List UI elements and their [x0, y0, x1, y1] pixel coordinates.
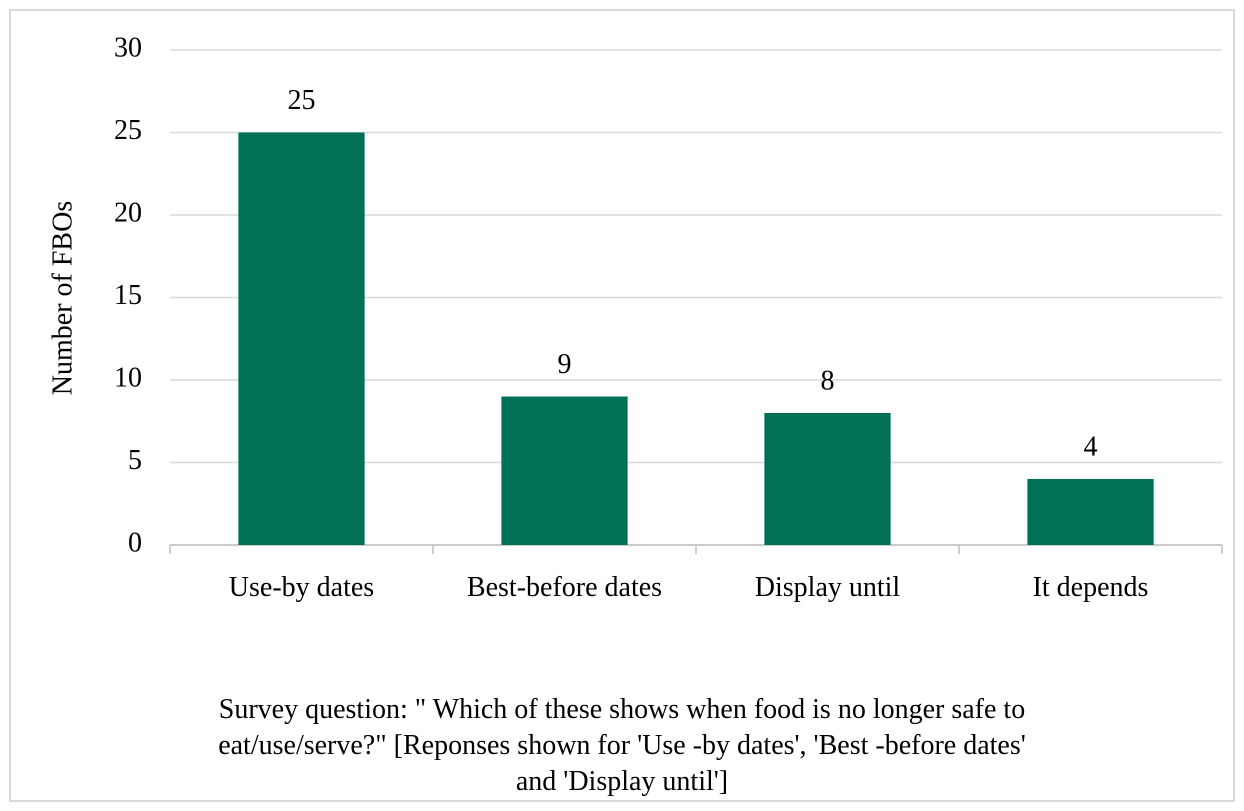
bar	[501, 396, 628, 545]
y-tick-label: 25	[114, 115, 142, 146]
data-label: 8	[821, 365, 835, 396]
x-tick-label: Best-before dates	[466, 572, 663, 603]
y-tick-label: 20	[114, 197, 142, 228]
x-axis-label: Survey question: " Which of these shows …	[218, 694, 1026, 797]
data-label: 25	[288, 85, 316, 116]
bar	[238, 132, 365, 545]
bar	[1027, 479, 1154, 545]
y-axis-label: Number of FBOs	[47, 201, 78, 395]
y-tick-label: 10	[114, 362, 142, 393]
x-tick-label: Use-by dates	[228, 572, 375, 603]
y-tick-label: 0	[128, 527, 142, 558]
data-label: 9	[558, 349, 572, 380]
bar	[764, 413, 891, 545]
x-tick-label: Display until	[754, 572, 901, 603]
x-tick-label: It depends	[1032, 572, 1149, 603]
y-tick-label: 5	[128, 445, 142, 476]
data-label: 4	[1084, 431, 1098, 462]
y-tick-label: 15	[114, 280, 142, 311]
y-tick-label: 30	[114, 32, 142, 63]
